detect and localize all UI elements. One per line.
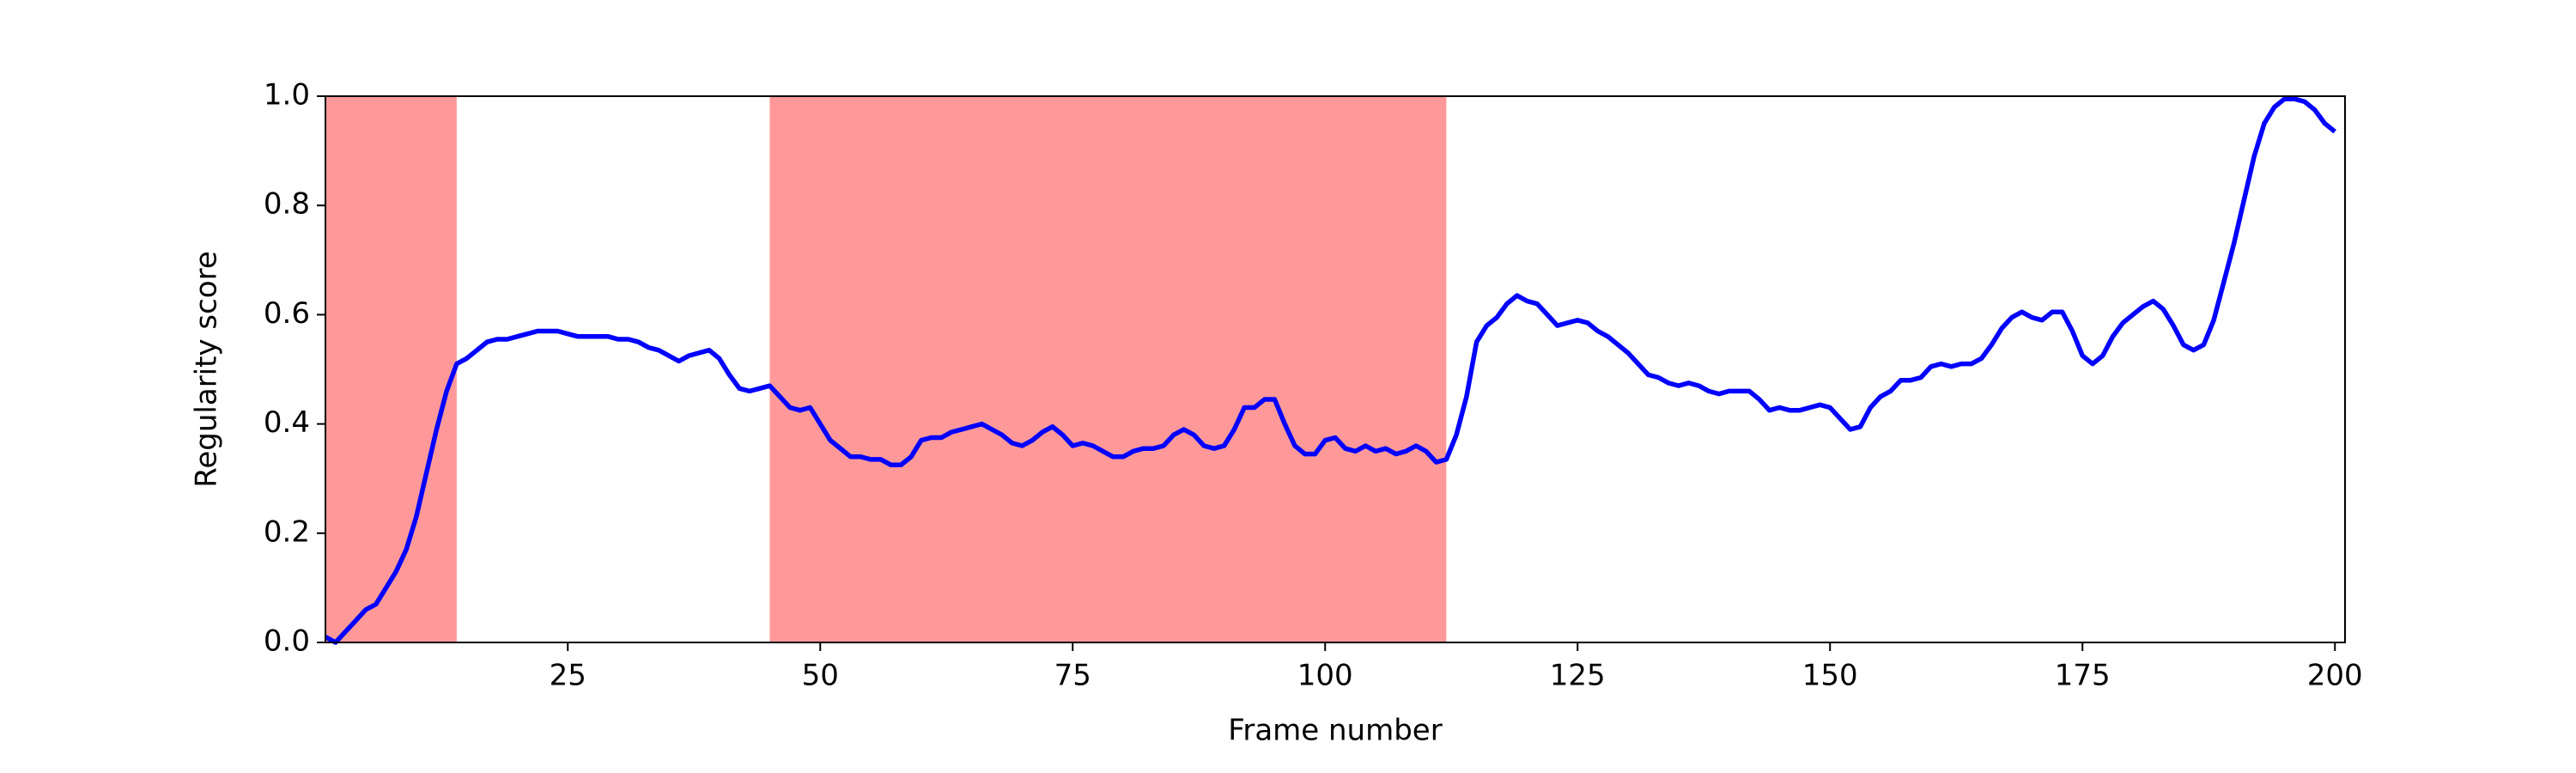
shaded-region — [325, 96, 457, 642]
x-tick-label: 25 — [550, 659, 586, 693]
x-tick-label: 100 — [1297, 659, 1353, 693]
shaded-region — [769, 96, 1447, 642]
x-tick-label: 175 — [2055, 659, 2111, 693]
y-tick-label: 1.0 — [264, 78, 310, 113]
x-axis-label: Frame number — [1228, 714, 1442, 748]
y-tick-label: 0.0 — [264, 624, 310, 659]
x-tick-label: 200 — [2307, 659, 2363, 693]
plot-frame — [325, 95, 2346, 643]
y-tick-label: 0.6 — [264, 296, 310, 331]
x-tick-label: 50 — [802, 659, 839, 693]
y-tick-label: 0.4 — [264, 405, 310, 440]
y-tick-label: 0.2 — [264, 514, 310, 549]
data-line — [324, 96, 2336, 645]
y-tick-label: 0.8 — [264, 187, 310, 222]
y-axis-label: Regularity score — [190, 251, 224, 487]
x-tick-label: 125 — [1550, 659, 1606, 693]
x-tick-label: 150 — [1802, 659, 1858, 693]
x-tick-label: 75 — [1054, 659, 1091, 693]
